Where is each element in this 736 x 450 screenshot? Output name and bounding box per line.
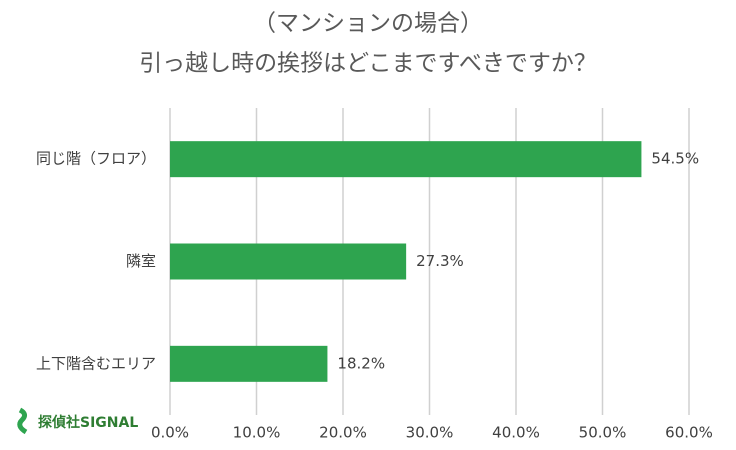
data-label: 27.3% <box>416 252 464 270</box>
y-tick-label: 同じ階（フロア） <box>36 150 156 168</box>
logo: 探偵社SIGNAL <box>17 407 138 435</box>
bar <box>170 345 328 382</box>
y-tick-label: 隣室 <box>126 252 156 270</box>
x-tick-label: 50.0% <box>579 424 627 442</box>
bar <box>170 141 642 178</box>
logo-icon <box>17 407 28 435</box>
data-label: 54.5% <box>651 150 699 168</box>
chart-title: 引っ越し時の挨拶はどこまですべきですか？ <box>139 51 597 77</box>
x-tick-label: 0.0% <box>151 424 189 442</box>
chart-title: （マンションの場合） <box>253 11 483 37</box>
x-tick-label: 30.0% <box>406 424 454 442</box>
x-tick-label: 20.0% <box>319 424 367 442</box>
x-tick-label: 40.0% <box>492 424 540 442</box>
x-tick-label: 60.0% <box>665 424 713 442</box>
data-label: 18.2% <box>337 354 385 372</box>
bar <box>170 243 407 280</box>
x-tick-label: 10.0% <box>233 424 281 442</box>
y-tick-label: 上下階含むエリア <box>36 354 156 372</box>
logo-text: 探偵社SIGNAL <box>38 414 138 431</box>
